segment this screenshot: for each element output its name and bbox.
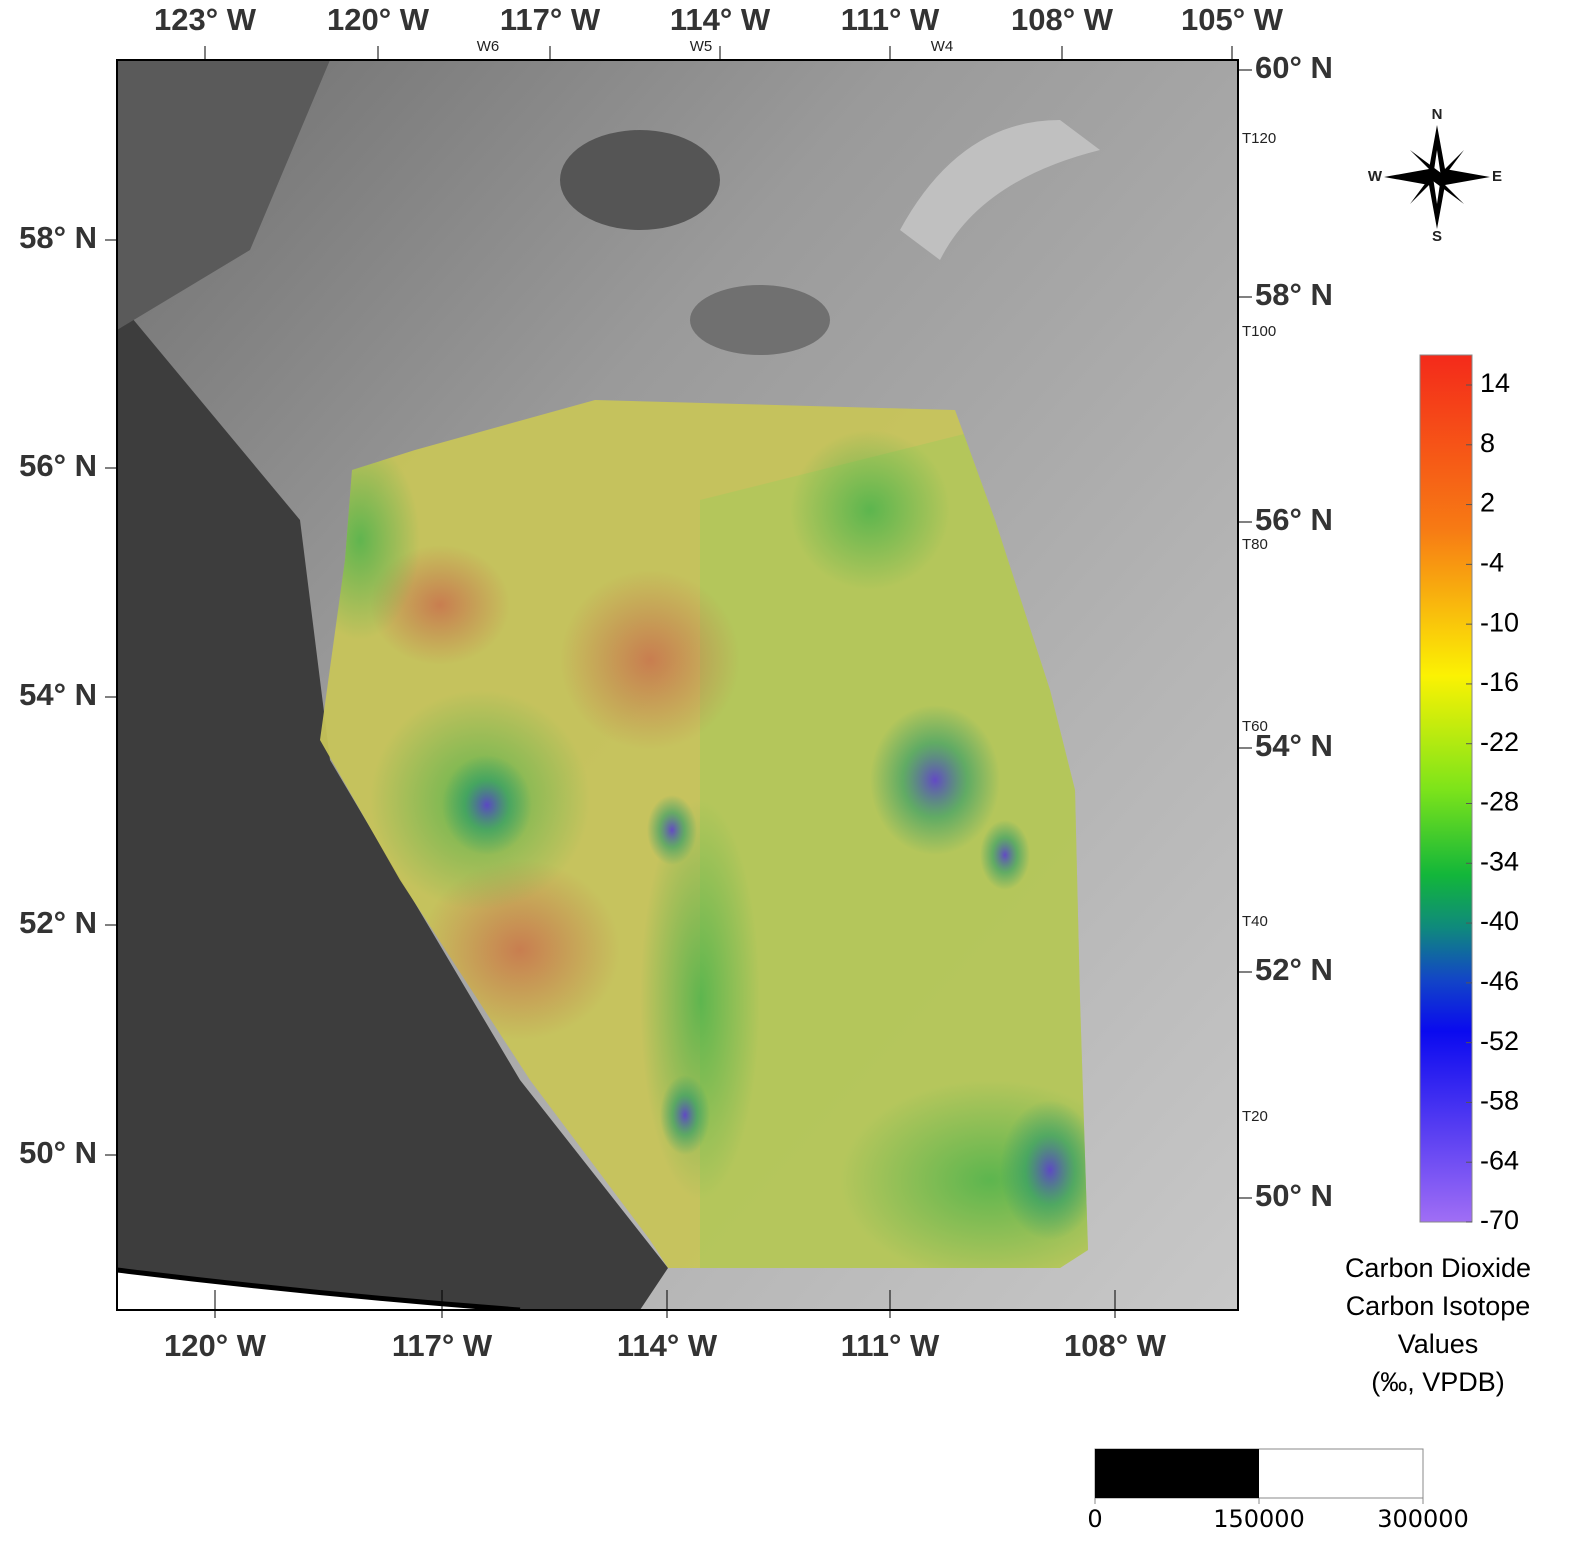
colorbar-tick-label: -58	[1480, 1086, 1519, 1116]
bottom-longitude-label: 108° W	[1064, 1328, 1167, 1363]
map-image	[117, 60, 1238, 1310]
left-latitude-label: 58° N	[19, 220, 97, 255]
top-longitude-label: 111° W	[841, 2, 940, 37]
colorbar-tick-label: -4	[1480, 547, 1504, 577]
left-latitude-label: 52° N	[19, 905, 97, 940]
map-page: 123° W 120° W 117° W 114° W 111° W 108° W 105°…	[0, 0, 1582, 1543]
legend-title-line: Carbon Isotope	[1346, 1291, 1531, 1321]
compass-west: W	[1368, 168, 1383, 185]
compass: N S W E	[1368, 106, 1502, 245]
scale-bar-label: 0	[1087, 1505, 1102, 1533]
township-label: T120	[1242, 130, 1276, 147]
top-longitude-label: 120° W	[327, 2, 430, 37]
top-longitude-label: 117° W	[500, 2, 601, 37]
colorbar-tick-label: 2	[1480, 488, 1495, 518]
scale-bar-segment	[1095, 1449, 1259, 1498]
bottom-longitude-label: 117° W	[392, 1328, 493, 1363]
colorbar-tick-label: -46	[1480, 966, 1519, 996]
township-label: T20	[1242, 1108, 1268, 1125]
colorbar-tick-label: -34	[1480, 846, 1519, 876]
scale-bar-label: 300000	[1377, 1505, 1469, 1533]
top-longitude-label: 105° W	[1181, 2, 1284, 37]
colorbar-tick-label: -10	[1480, 607, 1519, 637]
meridian-label: W5	[690, 38, 713, 55]
compass-east: E	[1492, 168, 1502, 185]
legend-title-line: (‰, VPDB)	[1371, 1367, 1505, 1397]
colorbar	[1420, 355, 1472, 1222]
scale-bar-labels: 0 150000 300000	[1087, 1498, 1468, 1533]
left-latitude-label: 50° N	[19, 1135, 97, 1170]
township-label: T40	[1242, 913, 1268, 930]
colorbar-tick-label: -22	[1480, 727, 1519, 757]
meridian-label: W6	[477, 38, 500, 55]
meridian-label: W4	[931, 38, 954, 55]
colorbar-tick-label: -40	[1480, 906, 1519, 936]
colorbar-tick-label: -16	[1480, 667, 1519, 697]
right-latitude-label: 58° N	[1255, 277, 1333, 312]
left-latitude-label: 54° N	[19, 677, 97, 712]
legend-title: Carbon Dioxide Carbon Isotope Values (‰, VP…	[1345, 1253, 1531, 1397]
colorbar-tick-label: -28	[1480, 787, 1519, 817]
colorbar-tick-label: -64	[1480, 1145, 1519, 1175]
colorbar-tick-label: 8	[1480, 428, 1495, 458]
colorbar-tick-label: -52	[1480, 1026, 1519, 1056]
legend-title-line: Carbon Dioxide	[1345, 1253, 1531, 1283]
right-latitude-label: 50° N	[1255, 1178, 1333, 1213]
left-latitude-label: 56° N	[19, 448, 97, 483]
scale-bar-label: 150000	[1213, 1505, 1305, 1533]
top-longitude-label: 108° W	[1011, 2, 1114, 37]
right-latitude-label: 60° N	[1255, 50, 1333, 85]
compass-north: N	[1432, 106, 1443, 123]
top-longitude-label: 123° W	[154, 2, 257, 37]
bottom-longitude-label: 114° W	[617, 1328, 718, 1363]
right-latitude-label: 56° N	[1255, 502, 1333, 537]
township-label: T100	[1242, 323, 1276, 340]
bottom-longitude-label: 120° W	[164, 1328, 267, 1363]
colorbar-tick-label: 14	[1480, 368, 1510, 398]
top-longitude-label: 114° W	[670, 2, 771, 37]
colorbar-ticks: 14 8 2 -4 -10 -16 -22 -28 -34 -40 -46 -52 -58 -64 -70	[1466, 368, 1519, 1235]
bottom-longitude-label: 111° W	[841, 1328, 940, 1363]
township-label: T80	[1242, 536, 1268, 553]
compass-south: S	[1432, 228, 1442, 245]
township-label: T60	[1242, 718, 1268, 735]
legend-title-line: Values	[1398, 1329, 1479, 1359]
colorbar-tick-label: -70	[1480, 1205, 1519, 1235]
right-latitude-label: 52° N	[1255, 952, 1333, 987]
